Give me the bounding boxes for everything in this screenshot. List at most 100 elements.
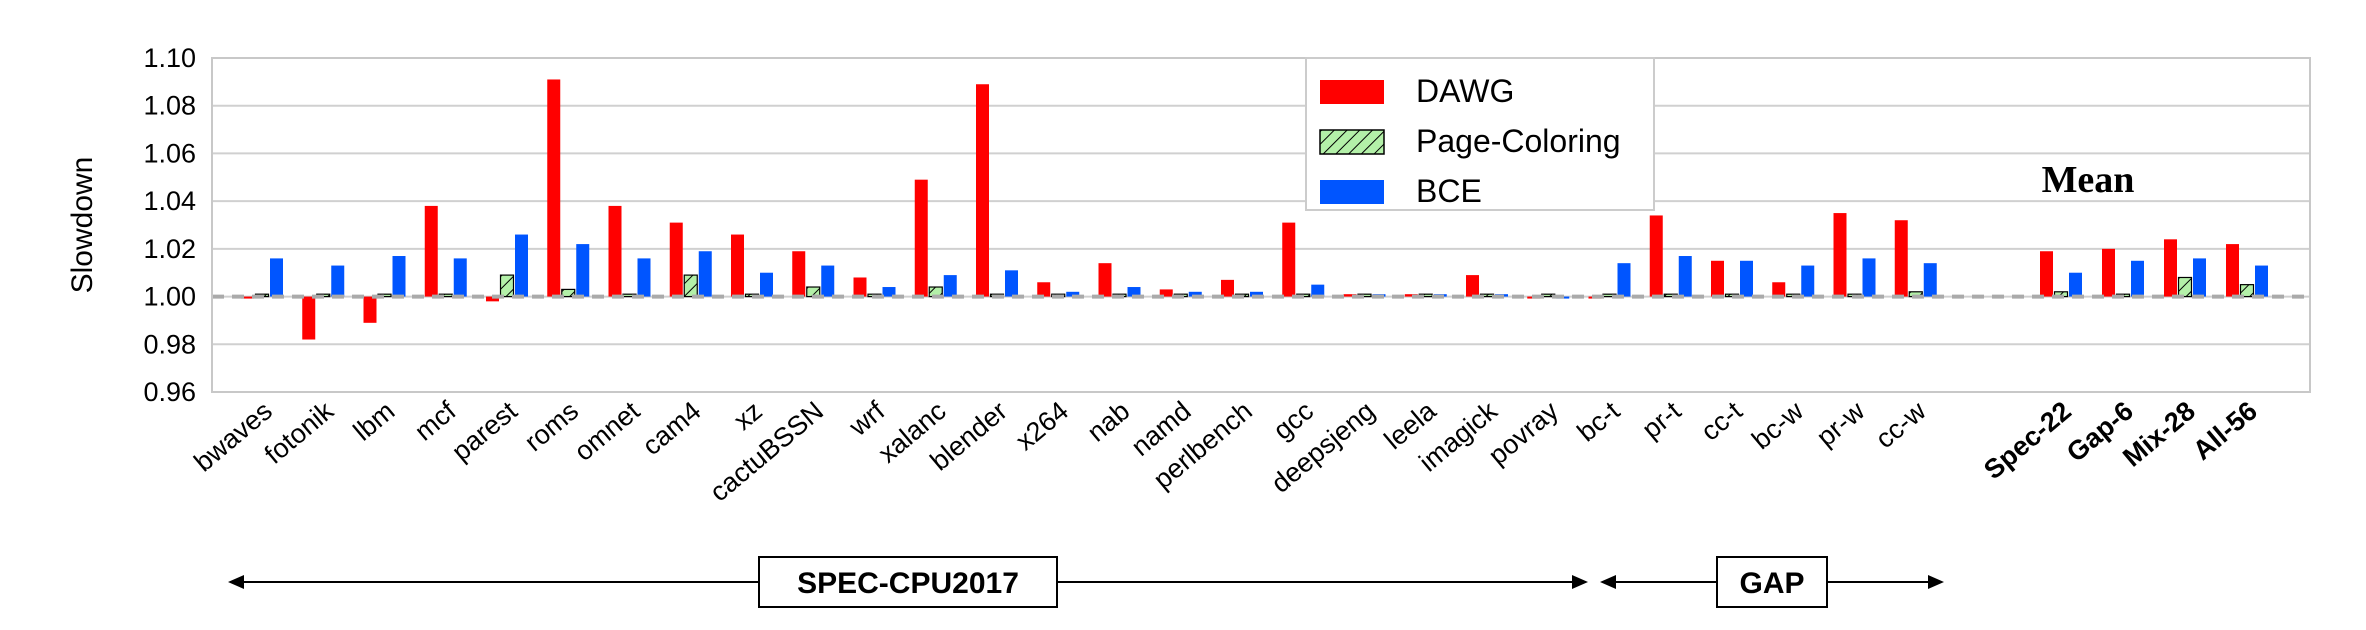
- bar-dawg-Spec-22: [2040, 251, 2053, 297]
- y-axis-ticks: 0.96 0.98 1.00 1.02 1.04 1.06 1.08 1.10: [143, 43, 196, 407]
- bar-dawg-mcf: [424, 205, 438, 297]
- legend-swatch-dawg: [1320, 80, 1384, 104]
- bar-bce-gcc: [1311, 284, 1325, 297]
- bar-dawg-fotonik: [302, 296, 316, 340]
- x-tick-label: All-56: [2187, 396, 2263, 466]
- group-arrowhead-right-spec-cpu2017: [1572, 575, 1588, 589]
- bar-bce-nab: [1127, 287, 1141, 297]
- x-tick-label: povray: [1483, 395, 1565, 470]
- bar-dawg-xalanc: [914, 179, 928, 297]
- bar-dawg-wrf: [853, 277, 867, 297]
- bar-dawg-pr-t: [1649, 215, 1663, 297]
- x-tick-label: cam4: [637, 396, 707, 461]
- bar-page-coloring-Mix-28: [2177, 276, 2193, 298]
- bar-dawg-leela: [1404, 294, 1418, 297]
- bar-bce-All-56: [2255, 265, 2268, 297]
- bar-dawg-namd: [1159, 289, 1173, 297]
- bar-dawg-cactuBSSN: [792, 251, 806, 297]
- bar-bce-Mix-28: [2193, 258, 2206, 297]
- legend-label-dawg: DAWG: [1416, 73, 1514, 109]
- group-label-gap: GAP: [1739, 567, 1804, 600]
- x-tick-label: pr-w: [1811, 395, 1871, 452]
- y-axis-label: Slowdown: [66, 157, 99, 294]
- bar-bce-cc-w: [1923, 263, 1937, 297]
- x-tick-label: fotonik: [259, 395, 340, 469]
- plot-frame: [211, 57, 2311, 393]
- bar-dawg-x264: [1037, 282, 1051, 297]
- bar-dawg-imagick: [1466, 275, 1479, 297]
- bar-bce-xz: [760, 272, 773, 297]
- bar-dawg-lbm: [363, 296, 377, 323]
- bar-bce-bc-t: [1617, 263, 1631, 297]
- legend-swatch-bce: [1320, 180, 1384, 204]
- y-tick-label: 1.00: [143, 282, 196, 312]
- y-tick-label: 0.98: [143, 329, 196, 359]
- bar-bce-Gap-6: [2131, 260, 2144, 297]
- bar-dawg-cam4: [669, 222, 683, 297]
- bar-dawg-xz: [731, 234, 744, 297]
- bar-dawg-cc-t: [1711, 260, 1724, 297]
- bars: [241, 79, 2268, 340]
- x-tick-label: cc-w: [1870, 395, 1932, 454]
- bar-bce-blender: [1005, 270, 1018, 297]
- bar-bce-cc-t: [1740, 260, 1753, 297]
- bar-dawg-Mix-28: [2164, 239, 2177, 297]
- bar-bce-Spec-22: [2069, 272, 2082, 297]
- group-label-box-spec-cpu2017: [758, 556, 1058, 608]
- x-tick-label: Mix-28: [2117, 396, 2201, 473]
- group-label-spec-cpu2017: SPEC-CPU2017: [797, 567, 1019, 600]
- bar-bce-perlbench: [1250, 291, 1263, 297]
- bar-bce-wrf: [882, 287, 896, 297]
- bar-dawg-blender: [976, 84, 989, 297]
- bar-bce-xalanc: [943, 275, 957, 297]
- legend-label-page-coloring: Page-Coloring: [1416, 123, 1621, 159]
- y-tick-label: 1.10: [143, 43, 196, 73]
- bar-dawg-Gap-6: [2102, 248, 2115, 297]
- x-tick-label: parest: [446, 395, 523, 467]
- bar-bce-roms: [576, 244, 590, 297]
- bar-dawg-pr-w: [1833, 213, 1847, 297]
- bar-dawg-roms: [547, 79, 561, 297]
- bar-bce-bc-w: [1801, 265, 1815, 297]
- bar-bce-parest: [515, 234, 528, 297]
- bar-bce-lbm: [392, 256, 406, 297]
- bar-page-coloring-parest: [499, 274, 515, 298]
- y-tick-label: 1.06: [143, 138, 196, 168]
- bar-bce-mcf: [453, 258, 467, 297]
- group-arrowhead-left-gap: [1600, 575, 1616, 589]
- bar-bce-cam4: [698, 251, 712, 297]
- bar-dawg-All-56: [2226, 244, 2239, 297]
- x-tick-label: cc-t: [1695, 395, 1748, 446]
- x-tick-label: omnet: [569, 395, 646, 467]
- bar-bce-omnet: [637, 258, 651, 297]
- bar-bce-cactuBSSN: [821, 265, 835, 297]
- legend-swatch-page-coloring: [1319, 129, 1385, 155]
- bar-dawg-gcc: [1282, 222, 1296, 297]
- group-label-box-gap: [1716, 556, 1828, 608]
- y-tick-label: 1.08: [143, 91, 196, 121]
- group-arrowhead-left-spec-cpu2017: [228, 575, 244, 589]
- x-tick-label: bc-w: [1746, 395, 1809, 455]
- bar-dawg-nab: [1098, 263, 1112, 297]
- group-arrowhead-right-gap: [1928, 575, 1944, 589]
- legend-label-bce: BCE: [1416, 173, 1482, 209]
- bar-page-coloring-roms: [561, 288, 576, 298]
- bar-dawg-cc-w: [1894, 220, 1908, 297]
- bar-bce-namd: [1188, 291, 1202, 297]
- bar-bce-x264: [1066, 291, 1080, 297]
- bar-dawg-parest: [486, 296, 499, 302]
- bar-dawg-bc-w: [1772, 282, 1786, 297]
- x-tick-label: x264: [1010, 396, 1074, 457]
- bar-bce-bwaves: [270, 258, 283, 297]
- y-tick-label: 1.02: [143, 234, 196, 264]
- group-annotations: SPEC-CPU2017 GAP: [228, 556, 1944, 608]
- x-tick-label: cactuBSSN: [704, 396, 829, 508]
- bar-bce-pr-w: [1862, 258, 1876, 297]
- bar-bce-pr-t: [1678, 256, 1692, 297]
- legend: DAWG Page-Coloring BCE: [1305, 57, 1655, 211]
- bar-dawg-deepsjeng: [1343, 294, 1357, 297]
- bar-page-coloring-cam4: [683, 274, 698, 298]
- bar-bce-fotonik: [331, 265, 345, 297]
